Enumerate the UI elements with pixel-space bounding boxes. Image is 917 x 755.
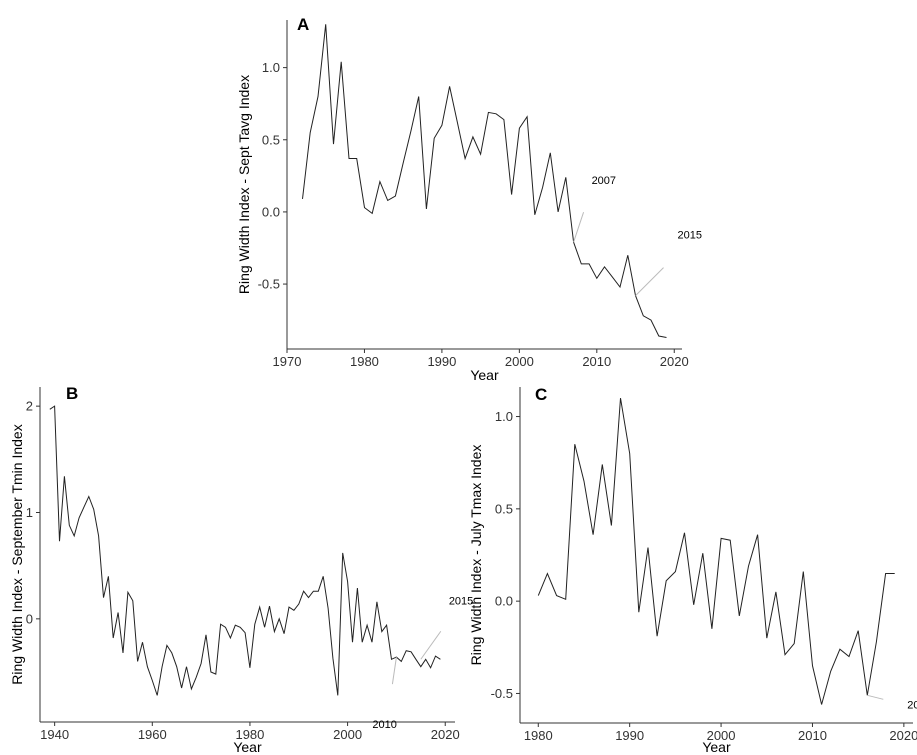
y-tick-label: 1 <box>26 505 33 520</box>
x-tick-label: 2010 <box>582 354 611 369</box>
y-tick-label: 0.5 <box>495 501 513 516</box>
y-tick-label: 2 <box>26 399 33 414</box>
annotation-leader <box>574 212 584 242</box>
y-axis-title: Ring Width Index - September Tmin Index <box>9 424 25 684</box>
panel-label: C <box>535 385 547 404</box>
y-tick-label: -0.5 <box>258 277 280 292</box>
x-axis-title: Year <box>702 739 731 755</box>
x-tick-label: 1990 <box>427 354 456 369</box>
y-tick-label: 0 <box>26 611 33 626</box>
annotation-leader <box>867 695 883 699</box>
panel-label: A <box>297 15 309 34</box>
x-tick-label: 2020 <box>889 728 917 743</box>
y-tick-label: 1.0 <box>495 409 513 424</box>
panel-a: A -0.5 0.0 0.5 1.0 1970 1980 1990 2000 2010 2020 Ye… <box>236 15 702 383</box>
x-tick-label: 2000 <box>333 727 362 742</box>
series-line <box>50 406 441 695</box>
annotation-label: 2010 <box>372 719 396 731</box>
x-tick-label: 1940 <box>40 727 69 742</box>
x-tick-label: 1960 <box>138 727 167 742</box>
x-tick-label: 1990 <box>615 728 644 743</box>
x-tick-label: 2020 <box>431 727 460 742</box>
x-tick-label: 2020 <box>660 354 689 369</box>
y-tick-label: 1.0 <box>262 60 280 75</box>
x-axis-title: Year <box>233 739 262 755</box>
series-line <box>538 398 894 704</box>
annotation-leader <box>636 268 664 296</box>
annotation-leader <box>421 631 441 659</box>
y-tick-label: 0.0 <box>262 204 280 219</box>
y-tick-label: -0.5 <box>491 686 513 701</box>
x-axis-title: Year <box>470 367 499 383</box>
annotation-label: 2015 <box>678 230 702 242</box>
annotation-leader <box>392 657 396 684</box>
y-tick-label: 0.0 <box>495 594 513 609</box>
panel-label: B <box>66 384 78 403</box>
y-axis-title: Ring Width Index - Sept Tavg Index <box>236 75 252 294</box>
x-tick-label: 1980 <box>350 354 379 369</box>
annotation-label: 2007 <box>592 175 616 187</box>
x-tick-label: 2010 <box>798 728 827 743</box>
x-tick-label: 2000 <box>505 354 534 369</box>
y-axis-title: Ring Width Index - July Tmax Index <box>468 445 484 666</box>
x-tick-label: 1980 <box>524 728 553 743</box>
x-tick-label: 1970 <box>273 354 302 369</box>
annotation-label: 2016 <box>907 699 917 711</box>
y-tick-label: 0.5 <box>262 132 280 147</box>
